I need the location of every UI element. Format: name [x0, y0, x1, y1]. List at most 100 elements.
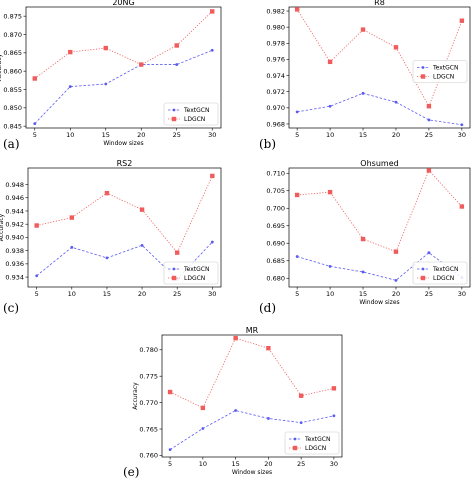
- legend-box: [163, 102, 219, 126]
- y-tick-label: 0.860: [3, 67, 22, 75]
- y-tick-label: 0.946: [5, 194, 24, 202]
- series-line-ldgcn: [296, 9, 463, 108]
- x-tick-label: 5: [168, 460, 172, 468]
- legend-label-ldgcn: LDGCN: [433, 74, 454, 81]
- series-line-ldgcn: [36, 175, 213, 254]
- x-tick-label: 10: [68, 290, 76, 298]
- x-axis-label: Window sizes: [359, 299, 399, 306]
- x-tick-label: 30: [208, 131, 216, 139]
- series-line-textgcn: [34, 49, 213, 124]
- data-point-ldgcn: [298, 393, 304, 398]
- x-tick-label: 15: [359, 290, 367, 298]
- x-tick-label: 30: [330, 460, 338, 468]
- data-point-ldgcn: [459, 18, 465, 23]
- data-point-ldgcn: [327, 189, 333, 195]
- data-point-ldgcn: [266, 346, 271, 351]
- chart-title: R8: [374, 0, 385, 7]
- y-tick-label: 0.770: [139, 399, 158, 407]
- data-point-textgcn: [295, 110, 299, 114]
- chart-panel: RS2 5 10 15 20 25 30 0.934 0.936 0.938 0.940 0.942 0…: [0, 159, 222, 315]
- x-tick-label: 20: [392, 131, 400, 139]
- data-point-textgcn: [361, 270, 365, 274]
- data-point-textgcn: [460, 123, 464, 127]
- plot-frame: [25, 6, 222, 129]
- legend-label-ldgcn: LDGCN: [184, 275, 205, 282]
- x-tick-label: 5: [35, 290, 39, 298]
- x-tick-label: 30: [458, 131, 466, 139]
- x-tick-label: 10: [326, 131, 334, 139]
- x-tick-label: 25: [297, 460, 305, 468]
- y-tick-label: 0.972: [266, 88, 285, 96]
- data-point-textgcn: [210, 240, 214, 244]
- data-point-ldgcn: [393, 45, 399, 50]
- x-tick-label: 20: [138, 290, 146, 298]
- data-point-textgcn: [70, 245, 74, 249]
- x-tick-label: 5: [33, 131, 37, 139]
- y-tick-label: 0.875: [3, 12, 22, 20]
- data-point-ldgcn: [139, 207, 145, 212]
- x-tick-label: 25: [173, 290, 181, 298]
- x-axis-label: Window sizes: [232, 469, 272, 476]
- y-tick-label: 0.978: [266, 40, 285, 48]
- chart-title: MR: [246, 326, 259, 335]
- legend-box: [163, 261, 219, 285]
- y-tick-label: 0.760: [139, 452, 158, 460]
- y-tick-label: 0.970: [266, 104, 285, 112]
- legend-label-textgcn: TextGCN: [183, 107, 209, 114]
- legend-box: [412, 60, 468, 83]
- plot-frame: [27, 167, 222, 288]
- data-point-ldgcn: [200, 405, 206, 411]
- legend-marker-ldgcn: [171, 116, 177, 122]
- data-point-ldgcn: [174, 43, 179, 48]
- data-point-ldgcn: [210, 173, 215, 179]
- data-point-textgcn: [299, 421, 303, 425]
- y-tick-label: 0.685: [266, 257, 285, 265]
- series-line-ldgcn: [297, 169, 463, 253]
- legend-marker-ldgcn: [292, 445, 298, 451]
- x-tick-label: 5: [295, 131, 299, 139]
- legend-marker-textgcn: [421, 66, 425, 69]
- y-tick-label: 0.940: [5, 234, 24, 242]
- x-tick-label: 15: [359, 131, 367, 139]
- y-tick-label: 0.695: [266, 222, 285, 230]
- panel-label: (b): [259, 137, 276, 151]
- legend-label-textgcn: TextGCN: [432, 65, 458, 72]
- y-axis-label: Accuracy: [0, 213, 5, 241]
- x-tick-label: 20: [137, 131, 145, 139]
- data-point-textgcn: [328, 264, 332, 268]
- data-point-ldgcn: [294, 7, 300, 12]
- plot-frame: [161, 334, 343, 458]
- legend-label-textgcn: TextGCN: [432, 266, 458, 273]
- data-point-ldgcn: [210, 9, 215, 14]
- x-tick-label: 10: [66, 131, 74, 139]
- plot-frame: [288, 6, 471, 129]
- chart-title: 20NG: [112, 0, 134, 7]
- legend: TextGCN LDGCN: [163, 261, 219, 285]
- series-line-textgcn: [297, 92, 462, 126]
- data-point-ldgcn: [34, 223, 39, 228]
- y-tick-label: 0.942: [5, 220, 24, 228]
- legend-label-textgcn: TextGCN: [304, 436, 330, 443]
- y-tick-label: 0.936: [5, 260, 24, 268]
- data-point-ldgcn: [393, 249, 399, 254]
- y-tick-label: 0.980: [266, 23, 285, 31]
- series-line-ldgcn: [169, 337, 334, 409]
- data-point-textgcn: [361, 91, 365, 95]
- data-point-textgcn: [68, 85, 72, 88]
- y-tick-label: 0.870: [3, 31, 22, 39]
- y-tick-label: 0.855: [3, 86, 22, 94]
- data-point-textgcn: [210, 48, 214, 52]
- x-tick-label: 25: [173, 131, 181, 139]
- data-point-textgcn: [295, 255, 299, 258]
- x-tick-label: 20: [264, 460, 272, 468]
- data-point-ldgcn: [426, 168, 432, 173]
- data-point-textgcn: [234, 409, 238, 412]
- y-axis-label: Accuracy: [132, 382, 139, 410]
- y-tick-label: 0.680: [266, 275, 285, 283]
- data-point-textgcn: [35, 274, 39, 278]
- data-point-ldgcn: [167, 389, 173, 395]
- panel-label: (c): [3, 301, 19, 315]
- x-tick-label: 10: [199, 460, 207, 468]
- data-point-ldgcn: [104, 190, 110, 196]
- y-tick-label: 0.700: [266, 205, 285, 213]
